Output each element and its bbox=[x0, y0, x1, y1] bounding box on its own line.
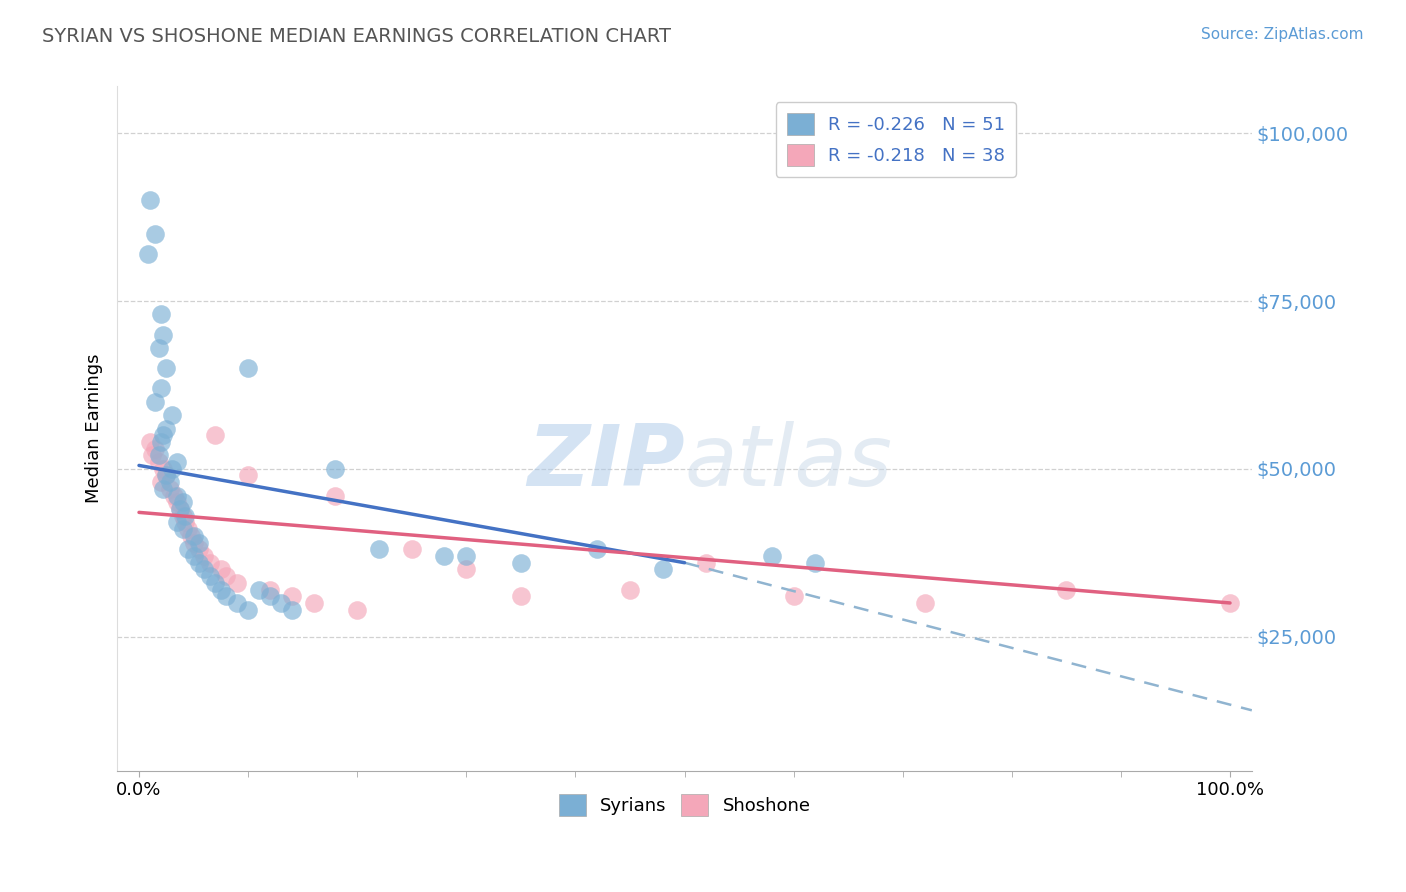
Point bbox=[188, 535, 211, 549]
Point bbox=[509, 589, 531, 603]
Point bbox=[183, 535, 205, 549]
Point bbox=[148, 341, 170, 355]
Point bbox=[1219, 596, 1241, 610]
Point bbox=[148, 448, 170, 462]
Point bbox=[325, 462, 347, 476]
Point bbox=[152, 327, 174, 342]
Point bbox=[173, 508, 195, 523]
Point bbox=[155, 468, 177, 483]
Point bbox=[172, 522, 194, 536]
Text: ZIP: ZIP bbox=[527, 421, 685, 504]
Point bbox=[433, 549, 456, 563]
Point bbox=[145, 394, 167, 409]
Point bbox=[155, 468, 177, 483]
Point bbox=[215, 569, 238, 583]
Point bbox=[368, 542, 391, 557]
Point bbox=[509, 556, 531, 570]
Point bbox=[259, 582, 281, 597]
Point bbox=[169, 502, 191, 516]
Point bbox=[160, 408, 183, 422]
Point bbox=[456, 562, 478, 576]
Point bbox=[215, 589, 238, 603]
Point bbox=[169, 502, 191, 516]
Point bbox=[149, 308, 172, 322]
Point bbox=[456, 549, 478, 563]
Point bbox=[204, 575, 226, 590]
Point bbox=[180, 529, 202, 543]
Text: SYRIAN VS SHOSHONE MEDIAN EARNINGS CORRELATION CHART: SYRIAN VS SHOSHONE MEDIAN EARNINGS CORRE… bbox=[42, 27, 671, 45]
Text: Source: ZipAtlas.com: Source: ZipAtlas.com bbox=[1201, 27, 1364, 42]
Point bbox=[270, 596, 292, 610]
Point bbox=[183, 529, 205, 543]
Point bbox=[209, 562, 232, 576]
Point bbox=[152, 482, 174, 496]
Point bbox=[204, 428, 226, 442]
Point bbox=[145, 442, 167, 456]
Point bbox=[247, 582, 270, 597]
Point bbox=[209, 582, 232, 597]
Point bbox=[761, 549, 783, 563]
Point bbox=[155, 421, 177, 435]
Point bbox=[188, 542, 211, 557]
Point bbox=[198, 556, 221, 570]
Point bbox=[281, 602, 304, 616]
Point bbox=[804, 556, 827, 570]
Point bbox=[193, 562, 215, 576]
Point bbox=[163, 489, 186, 503]
Point bbox=[136, 247, 159, 261]
Point bbox=[619, 582, 641, 597]
Point bbox=[173, 516, 195, 530]
Point bbox=[281, 589, 304, 603]
Point bbox=[259, 589, 281, 603]
Point bbox=[139, 434, 162, 449]
Point bbox=[166, 495, 188, 509]
Point bbox=[172, 508, 194, 523]
Point bbox=[236, 602, 259, 616]
Point bbox=[914, 596, 936, 610]
Point bbox=[160, 462, 183, 476]
Point bbox=[166, 489, 188, 503]
Point bbox=[651, 562, 673, 576]
Point bbox=[177, 542, 200, 557]
Point bbox=[145, 227, 167, 241]
Point bbox=[177, 522, 200, 536]
Point bbox=[149, 475, 172, 490]
Point bbox=[172, 495, 194, 509]
Point bbox=[782, 589, 804, 603]
Point bbox=[141, 448, 163, 462]
Legend: Syrians, Shoshone: Syrians, Shoshone bbox=[551, 787, 818, 823]
Point bbox=[198, 569, 221, 583]
Point bbox=[148, 455, 170, 469]
Point bbox=[226, 596, 249, 610]
Point bbox=[166, 455, 188, 469]
Point bbox=[183, 549, 205, 563]
Point bbox=[302, 596, 325, 610]
Point bbox=[152, 428, 174, 442]
Y-axis label: Median Earnings: Median Earnings bbox=[86, 354, 103, 503]
Point bbox=[149, 381, 172, 395]
Point bbox=[236, 468, 259, 483]
Point bbox=[152, 462, 174, 476]
Point bbox=[139, 194, 162, 208]
Point bbox=[159, 475, 181, 490]
Point bbox=[155, 361, 177, 376]
Point bbox=[149, 434, 172, 449]
Point bbox=[226, 575, 249, 590]
Point bbox=[346, 602, 368, 616]
Point bbox=[166, 516, 188, 530]
Point bbox=[695, 556, 717, 570]
Point bbox=[236, 361, 259, 376]
Point bbox=[325, 489, 347, 503]
Point bbox=[401, 542, 423, 557]
Point bbox=[1054, 582, 1077, 597]
Text: atlas: atlas bbox=[685, 421, 893, 504]
Point bbox=[159, 482, 181, 496]
Point bbox=[193, 549, 215, 563]
Point bbox=[188, 556, 211, 570]
Point bbox=[586, 542, 609, 557]
